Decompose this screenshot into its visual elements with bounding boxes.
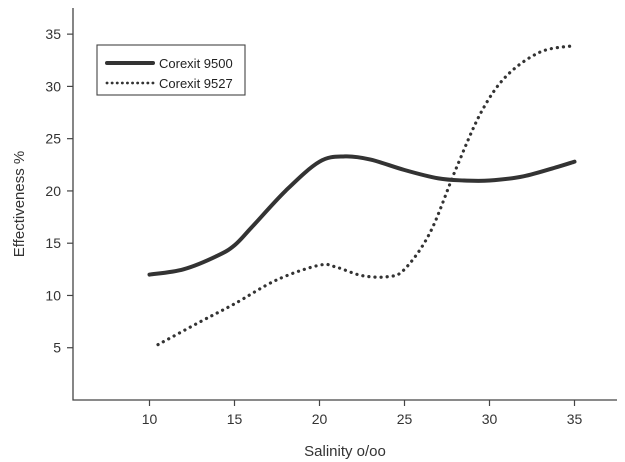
series-line-1 xyxy=(147,154,577,277)
legend: Corexit 9500 Corexit 9527 xyxy=(96,44,246,96)
x-tick-label: 10 xyxy=(142,411,158,427)
series-layer xyxy=(147,44,577,347)
y-tick-label: 5 xyxy=(53,340,61,356)
y-tick-label: 30 xyxy=(45,78,61,94)
x-tick-label: 30 xyxy=(482,411,498,427)
legend-label-2: Corexit 9527 xyxy=(159,76,233,91)
x-axis-title: Salinity o/oo xyxy=(304,443,386,460)
y-tick-label: 10 xyxy=(45,287,61,303)
x-tick-label: 25 xyxy=(397,411,413,427)
x-tick-label: 20 xyxy=(312,411,328,427)
legend-label-1: Corexit 9500 xyxy=(159,56,233,71)
y-tick-label: 15 xyxy=(45,235,61,251)
series-line-2 xyxy=(156,44,577,347)
x-tick-label: 35 xyxy=(567,411,583,427)
y-tick-label: 20 xyxy=(45,183,61,199)
y-axis-title: Effectiveness % xyxy=(11,151,28,257)
x-tick-label: 15 xyxy=(227,411,243,427)
y-tick-label: 35 xyxy=(45,26,61,42)
legend-box xyxy=(96,44,246,96)
ticks: 10 15 20 25 30 35 5 10 15 20 25 30 35 xyxy=(45,26,582,427)
y-tick-label: 25 xyxy=(45,131,61,147)
